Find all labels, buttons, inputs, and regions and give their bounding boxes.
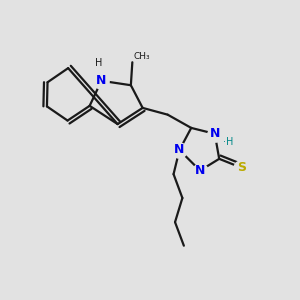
Text: H: H [95, 58, 102, 68]
Text: ·H: ·H [223, 137, 233, 147]
Text: N: N [96, 74, 106, 87]
Text: N: N [210, 127, 220, 140]
Text: N: N [174, 143, 184, 157]
Text: S: S [237, 161, 246, 174]
Text: N: N [195, 164, 205, 177]
Text: CH₃: CH₃ [134, 52, 150, 61]
